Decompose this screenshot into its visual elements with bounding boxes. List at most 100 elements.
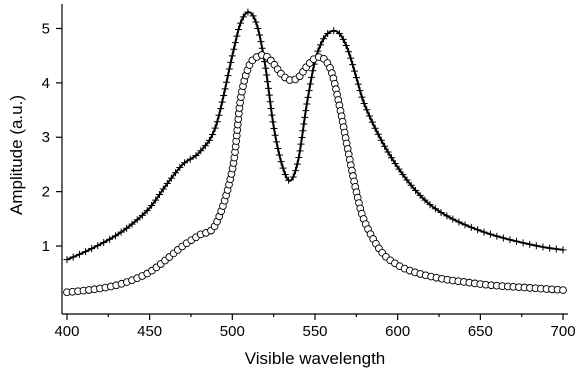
plus-marker [148,202,156,210]
plus-marker [295,153,303,161]
plus-marker [281,170,289,178]
y-tick-label: 1 [42,238,50,255]
plus-marker [225,65,233,73]
plus-marker [305,87,313,95]
plus-marker [213,118,221,126]
plus-marker [244,8,252,16]
plus-marker [395,165,403,173]
plus-marker [218,98,226,106]
plus-marker [320,35,328,43]
plus-marker [467,223,475,231]
plus-marker [277,158,285,166]
plus-marker [384,148,392,156]
plus-marker [539,243,547,251]
y-tick-label: 4 [42,75,50,92]
plus-marker [254,24,262,32]
plus-marker [486,230,494,238]
plus-marker [133,216,141,224]
plus-marker [499,234,507,242]
x-tick-label: 600 [385,323,410,340]
plus-marker [138,211,146,219]
plus-marker [449,215,457,223]
plus-marker [88,245,96,253]
plus-marker [186,155,194,163]
plus-marker [368,118,376,126]
plus-marker [381,142,389,150]
plus-marker [506,236,514,244]
plus-marker [324,29,332,37]
plus-marker [330,27,338,35]
plus-marker [231,39,239,47]
plus-marker [309,67,317,75]
plus-marker [455,218,463,226]
plus-marker [271,131,279,139]
plus-marker [167,174,175,182]
plus-marker [292,167,300,175]
plus-marker [269,118,277,126]
circle-marker [559,286,567,294]
plus-marker [532,242,540,250]
plus-marker [426,201,434,209]
x-tick-label: 650 [468,323,493,340]
plus-marker [106,235,114,243]
plus-marker [274,144,282,152]
plus-marker [249,12,257,20]
plus-marker [293,160,301,168]
plus-marker [221,85,229,93]
plus-marker [354,80,362,88]
plus-marker [155,191,163,199]
plus-marker [211,124,219,132]
plus-marker [171,169,179,177]
plus-marker [272,138,280,146]
plus-marker [356,87,364,95]
plus-marker [201,142,209,150]
plus-marker [123,224,131,232]
plus-marker [256,31,264,39]
y-tick-label: 5 [42,20,50,37]
plus-marker [237,19,245,27]
plus-marker [377,136,385,144]
plus-marker [235,26,243,34]
plus-marker [461,221,469,229]
plus-marker [297,140,305,148]
plus-marker [192,152,200,160]
plus-marker [163,180,171,188]
y-axis-label: Amplitude (a.u.) [7,95,26,215]
plus-marker [296,147,304,155]
series-layer [63,8,567,297]
plus-marker [252,18,260,26]
plus-marker [266,98,274,106]
plus-marker [258,44,266,52]
plus-marker [223,78,231,86]
plus-marker [75,250,83,258]
series-line-plus [66,11,564,261]
plus-marker [262,64,270,72]
plus-marker [407,181,415,189]
plus-marker [349,61,357,69]
y-tick-label: 2 [42,184,50,201]
plus-marker [63,256,71,264]
plus-marker [302,107,310,115]
axes: 400 450 500 550 600 650 700 1 2 3 4 5 [42,4,576,340]
plus-marker [117,228,125,236]
plus-marker [227,58,235,66]
plus-marker [388,154,396,162]
plus-marker [363,106,371,114]
series-line-circle [66,54,564,294]
plus-marker [308,73,316,81]
plus-marker [519,239,527,247]
x-tick-label: 550 [302,323,327,340]
plus-marker [268,111,276,119]
plus-marker [552,245,560,253]
plus-marker [220,91,228,99]
plus-marker [197,147,205,155]
plus-marker [421,196,429,204]
plus-marker [513,237,521,245]
x-tick-label: 450 [137,323,162,340]
plus-marker [358,93,366,101]
plus-marker [285,176,293,184]
plus-marker [474,226,482,234]
plus-marker [263,71,271,79]
x-axis-label: Visible wavelength [245,349,386,368]
